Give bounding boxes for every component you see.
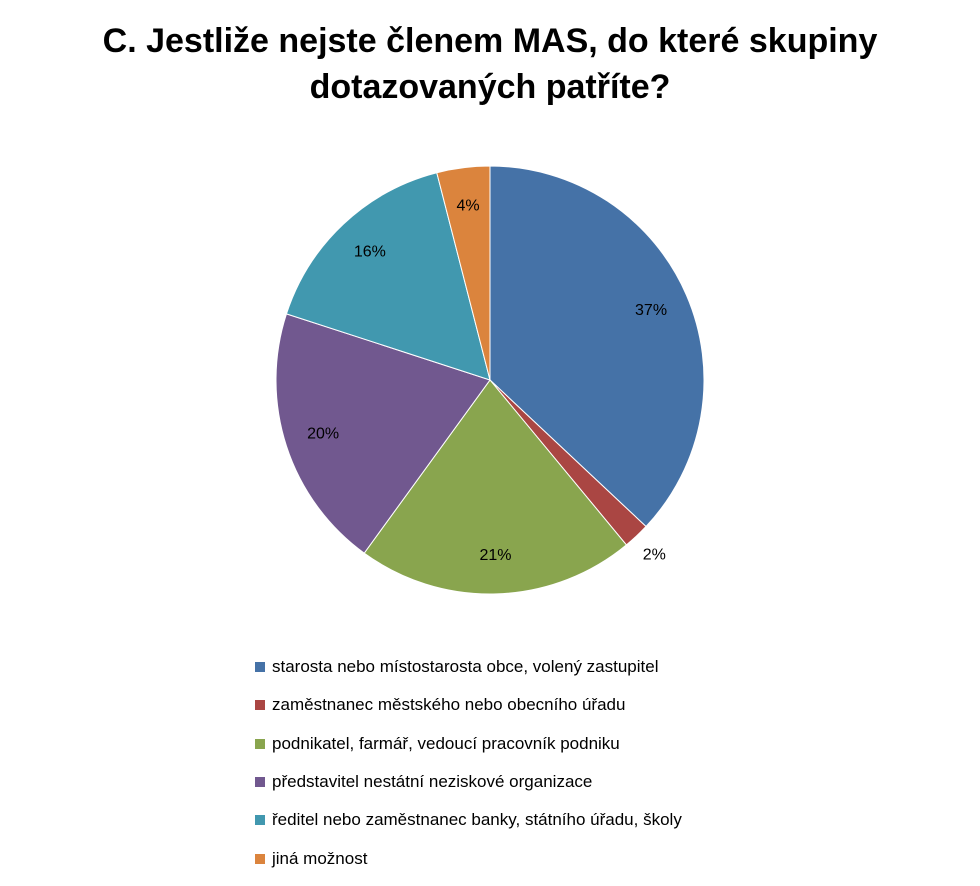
data-label-editel: 16% <box>354 244 386 261</box>
data-label-jin: 4% <box>456 197 479 214</box>
legend-swatch <box>255 738 265 749</box>
chart-legend: starosta nebo místostarosta obce, volený… <box>255 648 682 878</box>
legend-label: ředitel nebo zaměstnanec banky, státního… <box>272 810 682 830</box>
data-label-zamstnanec: 2% <box>643 546 666 563</box>
pie-slice-pedstavitel <box>275 313 491 554</box>
pie-chart: 37% 2% 21% 20% 16% 4% <box>275 165 705 595</box>
data-label-starosta: 37% <box>635 302 667 319</box>
legend-item: starosta nebo místostarosta obce, volený… <box>255 648 682 686</box>
pie-slice-starosta <box>489 165 705 528</box>
legend-item: zaměstnanec městského nebo obecního úřad… <box>255 686 682 724</box>
data-label-podnikatel: 21% <box>479 547 511 564</box>
pie-slice-editel <box>285 172 491 381</box>
legend-swatch <box>255 777 265 788</box>
data-label-pedstavitel: 20% <box>307 426 339 443</box>
chart-title: C. Jestliže nejste členem MAS, do které … <box>0 18 980 110</box>
legend-swatch <box>255 700 265 711</box>
legend-item: podnikatel, farmář, vedoucí pracovník po… <box>255 725 682 763</box>
legend-swatch <box>255 815 265 826</box>
legend-label: zaměstnanec městského nebo obecního úřad… <box>272 695 626 715</box>
legend-label: představitel nestátní neziskové organiza… <box>272 772 593 792</box>
pie-slice-podnikatel <box>363 379 628 595</box>
legend-label: podnikatel, farmář, vedoucí pracovník po… <box>272 733 620 753</box>
legend-item: představitel nestátní neziskové organiza… <box>255 763 682 801</box>
legend-swatch <box>255 853 265 864</box>
legend-label: starosta nebo místostarosta obce, volený… <box>272 657 659 677</box>
pie-slice-jin <box>436 165 491 381</box>
legend-item: jiná možnost <box>255 839 682 877</box>
legend-label: jiná možnost <box>272 848 368 868</box>
legend-item: ředitel nebo zaměstnanec banky, státního… <box>255 801 682 839</box>
chart-title-line-1: C. Jestliže nejste členem MAS, do které … <box>102 22 878 60</box>
chart-title-line-2: dotazovaných patříte? <box>309 68 671 106</box>
legend-swatch <box>255 662 265 673</box>
